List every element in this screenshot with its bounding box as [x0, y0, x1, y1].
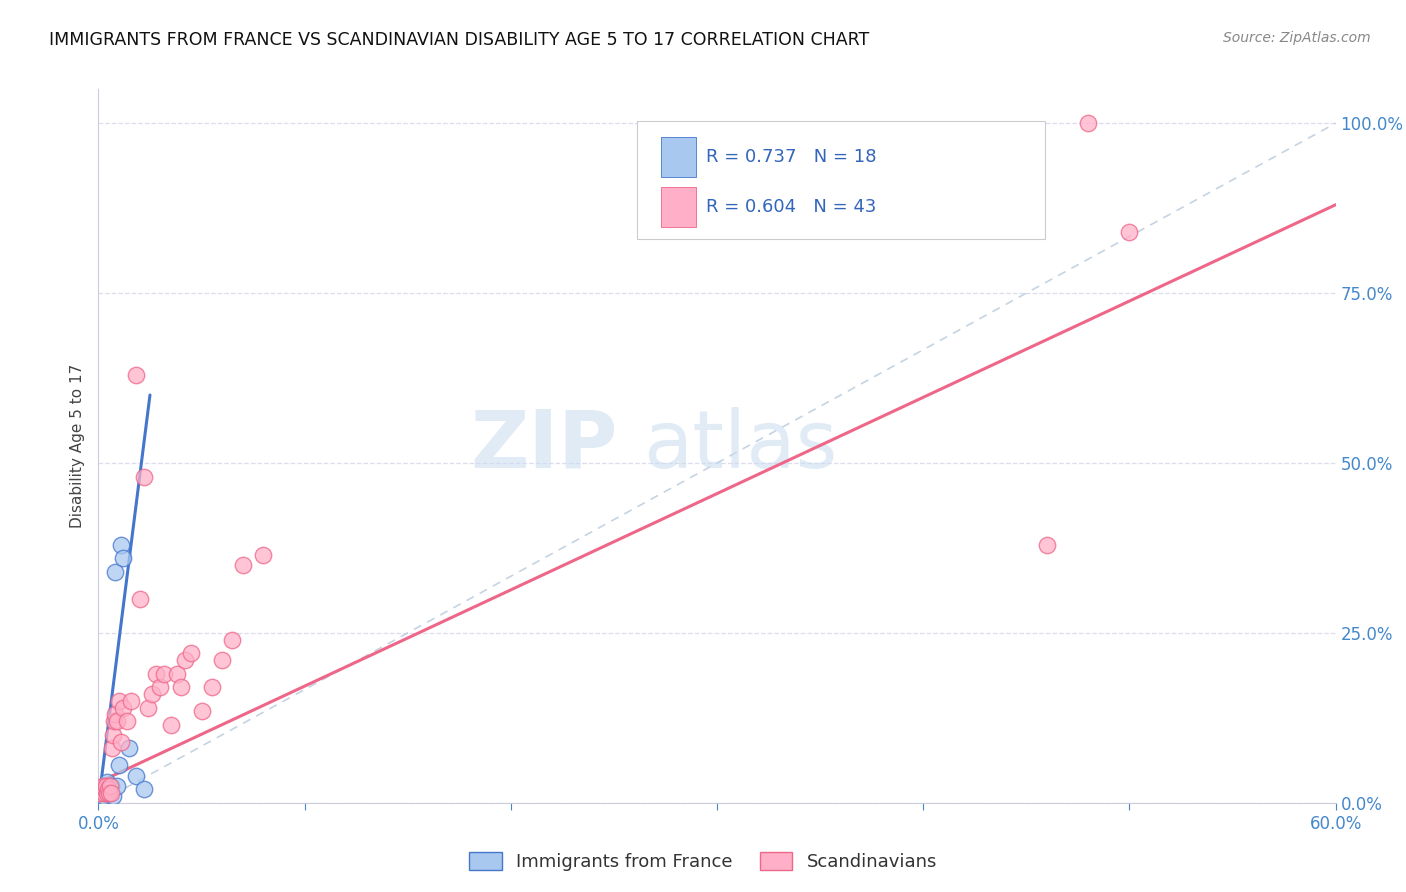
Point — [101, 728, 124, 742]
Point — [91, 779, 114, 793]
Point — [117, 714, 139, 729]
Text: ZIP: ZIP — [471, 407, 619, 485]
Point — [112, 700, 135, 714]
FancyBboxPatch shape — [661, 187, 696, 227]
Point — [100, 779, 122, 793]
Point — [91, 789, 114, 803]
Point — [141, 687, 163, 701]
Point — [132, 782, 155, 797]
Point — [104, 707, 127, 722]
Point — [103, 714, 125, 729]
Point — [104, 565, 127, 579]
Point — [100, 786, 122, 800]
Point — [93, 786, 115, 800]
Point — [94, 779, 117, 793]
Point — [124, 368, 146, 382]
Point — [174, 653, 197, 667]
Point — [96, 786, 118, 800]
Point — [110, 734, 132, 748]
Point — [97, 782, 120, 797]
Point — [201, 680, 224, 694]
Point — [136, 700, 159, 714]
Point — [120, 694, 142, 708]
Point — [105, 779, 128, 793]
Point — [98, 779, 121, 793]
Y-axis label: Disability Age 5 to 17: Disability Age 5 to 17 — [70, 364, 86, 528]
Point — [108, 694, 131, 708]
Point — [221, 632, 243, 647]
FancyBboxPatch shape — [637, 121, 1045, 239]
Point — [89, 786, 111, 800]
Point — [94, 782, 117, 797]
Point — [132, 469, 155, 483]
Point — [101, 741, 124, 756]
Text: atlas: atlas — [643, 407, 837, 485]
Point — [159, 717, 181, 731]
Point — [170, 680, 193, 694]
Point — [90, 782, 112, 797]
Point — [110, 537, 132, 551]
Point — [96, 775, 118, 789]
Point — [166, 666, 188, 681]
Point — [112, 551, 135, 566]
Point — [1118, 225, 1140, 239]
Point — [149, 680, 172, 694]
Legend: Immigrants from France, Scandinavians: Immigrants from France, Scandinavians — [461, 846, 945, 879]
Text: IMMIGRANTS FROM FRANCE VS SCANDINAVIAN DISABILITY AGE 5 TO 17 CORRELATION CHART: IMMIGRANTS FROM FRANCE VS SCANDINAVIAN D… — [49, 31, 869, 49]
FancyBboxPatch shape — [661, 137, 696, 177]
Point — [97, 786, 120, 800]
Point — [90, 782, 112, 797]
Point — [128, 591, 150, 606]
Text: R = 0.737   N = 18: R = 0.737 N = 18 — [706, 148, 876, 166]
Text: Source: ZipAtlas.com: Source: ZipAtlas.com — [1223, 31, 1371, 45]
Point — [232, 558, 254, 572]
Point — [108, 758, 131, 772]
Point — [145, 666, 167, 681]
Point — [1036, 537, 1059, 551]
Point — [89, 786, 111, 800]
Point — [105, 714, 128, 729]
Point — [101, 789, 124, 803]
Point — [97, 786, 120, 800]
Point — [153, 666, 176, 681]
Point — [252, 548, 274, 562]
Point — [190, 704, 212, 718]
Point — [180, 646, 202, 660]
Point — [1077, 116, 1099, 130]
Point — [93, 786, 115, 800]
Point — [124, 769, 146, 783]
Point — [93, 782, 115, 797]
Point — [93, 779, 115, 793]
Point — [118, 741, 141, 756]
Point — [211, 653, 233, 667]
Text: R = 0.604   N = 43: R = 0.604 N = 43 — [706, 198, 876, 216]
